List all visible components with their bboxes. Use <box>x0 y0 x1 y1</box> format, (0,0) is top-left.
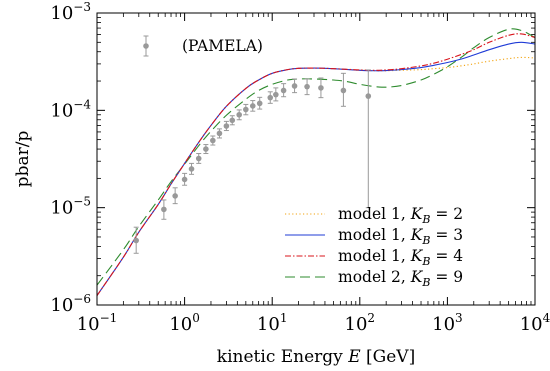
legend-label-sub: B <box>421 234 430 247</box>
y-tick-exponent: −3 <box>73 0 91 14</box>
y-tick-exponent: −5 <box>73 195 91 209</box>
x-tick-label: 102 <box>345 311 376 335</box>
legend-data-entry: (PAMELA) <box>143 35 263 57</box>
data-point <box>195 155 202 162</box>
y-tick-label: 10−3 <box>50 0 91 24</box>
legend-data-marker <box>143 43 149 49</box>
legend-label: model 1, KB = 4 <box>338 247 463 268</box>
x-axis-label-part: kinetic Energy <box>217 347 348 367</box>
legend-label: model 1, KB = 2 <box>338 205 463 226</box>
model-curves <box>97 28 535 296</box>
model-curve <box>97 33 535 296</box>
x-tick-base: 10 <box>169 314 192 335</box>
y-tick-base: 10 <box>50 198 73 219</box>
x-tick-exponent: 3 <box>455 311 463 325</box>
legend-label: model 1, KB = 3 <box>338 226 463 247</box>
x-tick-label: 103 <box>432 311 463 335</box>
x-tick-base: 10 <box>432 314 455 335</box>
data-point <box>161 206 167 213</box>
data-point <box>280 87 287 94</box>
legend-label-pamela: (PAMELA) <box>182 37 263 55</box>
data-point <box>267 94 274 101</box>
y-axis-label: pbar/p <box>13 131 33 188</box>
data-point <box>133 237 139 244</box>
x-tick-label: 100 <box>169 311 200 335</box>
x-tick-label: 101 <box>257 311 288 335</box>
x-tick-exponent: 2 <box>367 311 375 325</box>
x-axis-label-var: E <box>347 347 361 367</box>
y-tick-exponent: −4 <box>73 97 91 111</box>
x-tick-base: 10 <box>257 314 280 335</box>
legend-label-var: K <box>410 226 424 244</box>
legend-label-value: = 9 <box>430 268 463 286</box>
legend-label-var: K <box>410 268 424 286</box>
data-point <box>256 100 263 107</box>
y-tick-label: 10−6 <box>50 292 91 316</box>
legend-label-value: = 3 <box>430 226 463 244</box>
x-tick-base: 10 <box>345 314 368 335</box>
data-point <box>318 85 324 91</box>
legend-label: model 2, KB = 9 <box>338 268 463 289</box>
y-tick-exponent: −6 <box>73 292 91 306</box>
legend-label-prefix: model 1, <box>338 247 411 265</box>
x-tick-base: 10 <box>77 314 100 335</box>
y-tick-base: 10 <box>50 295 73 316</box>
x-tick-exponent: 0 <box>192 311 200 325</box>
legend-label-prefix: model 1, <box>338 205 411 223</box>
x-tick-base: 10 <box>520 314 543 335</box>
legend-label-sub: B <box>421 255 430 268</box>
data-point <box>236 111 242 118</box>
x-tick-label: 10−1 <box>77 311 118 335</box>
model-curve <box>97 41 535 296</box>
y-tick-label: 10−5 <box>50 195 91 219</box>
data-point <box>210 137 216 144</box>
data-point <box>223 123 230 129</box>
x-tick-exponent: 1 <box>280 311 288 325</box>
minor-ticks <box>97 13 535 305</box>
data-point <box>340 87 347 94</box>
x-tick-label: 104 <box>520 311 550 335</box>
data-point <box>229 117 236 124</box>
x-axis-label: kinetic Energy E [GeV] <box>217 347 415 367</box>
x-tick-exponent: 4 <box>543 311 550 325</box>
data-point <box>216 130 223 137</box>
data-point <box>365 93 372 99</box>
data-point <box>172 193 178 199</box>
legend-label-sub: B <box>421 213 430 226</box>
data-point <box>243 106 249 113</box>
data-point <box>203 146 209 152</box>
legend-label-prefix: model 2, <box>338 268 411 286</box>
x-axis-label-unit: [GeV] <box>361 347 416 367</box>
legend-label-prefix: model 1, <box>338 226 411 244</box>
model-curve <box>97 56 535 296</box>
plot-frame <box>96 12 536 306</box>
model-curve <box>97 28 535 286</box>
legend-label-value: = 2 <box>430 205 463 223</box>
data-point <box>249 103 256 109</box>
y-tick-labels: 10−610−510−410−3 <box>50 0 91 316</box>
legend-label-value: = 4 <box>430 247 463 265</box>
data-point <box>188 166 195 172</box>
data-point <box>304 83 310 90</box>
y-tick-base: 10 <box>50 3 73 24</box>
data-point <box>291 83 298 89</box>
data-point <box>181 176 188 183</box>
y-tick-label: 10−4 <box>50 97 91 121</box>
data-point <box>273 91 279 98</box>
legend-label-var: K <box>410 205 424 223</box>
legend-label-var: K <box>410 247 424 265</box>
x-tick-labels: 10−1 100 101 102 103 104 <box>77 311 550 335</box>
pamela-data-points <box>133 69 372 254</box>
x-tick-exponent: −1 <box>100 311 118 325</box>
y-tick-base: 10 <box>50 100 73 121</box>
legend-label-sub: B <box>421 276 430 289</box>
